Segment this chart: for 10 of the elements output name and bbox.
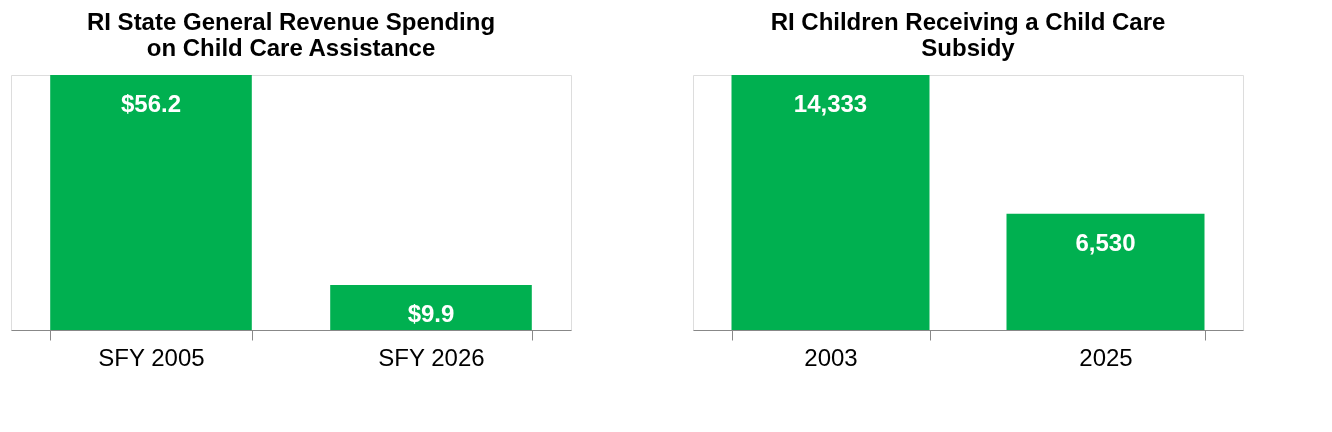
chart-title: RI State General Revenue Spending on Child Care Assistance — [86, 8, 496, 61]
x-tick-label: SFY 2005 — [98, 343, 205, 371]
data-label: $56.2 — [120, 90, 182, 117]
x-tick-label: 2025 — [1079, 343, 1133, 371]
data-label: 14,333 — [793, 90, 868, 117]
chart-title: RI Children Receiving a Child Care Subsidy — [770, 8, 1166, 61]
x-tick-label: SFY 2026 — [378, 343, 485, 371]
data-label: 6,530 — [1075, 228, 1136, 256]
data-label: $9.9 — [407, 300, 455, 328]
x-tick-label: 2003 — [804, 343, 858, 371]
